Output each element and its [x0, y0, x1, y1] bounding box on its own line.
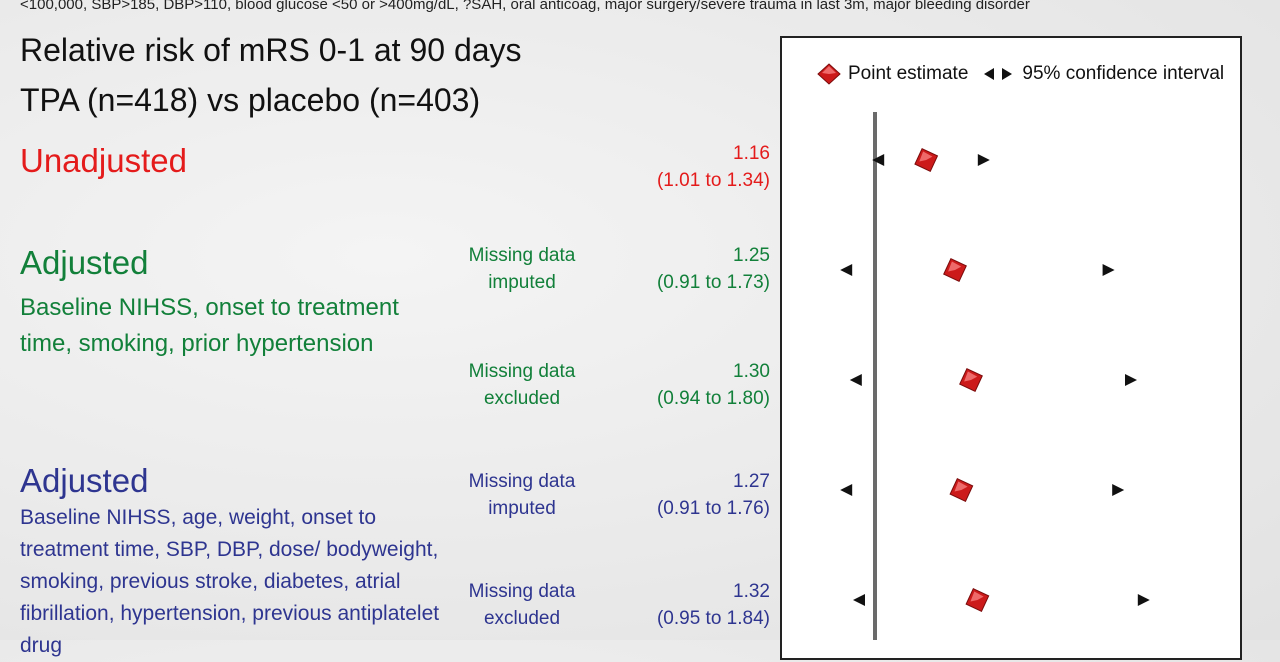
missing-data-line2: excluded	[483, 388, 561, 409]
estimate-label: 1.27 (0.91 to 1.76)	[550, 468, 770, 522]
adjusted-b-description: Baseline NIHSS, age, weight, onset to tr…	[20, 506, 440, 657]
point-estimate-marker	[965, 588, 990, 612]
ci-lower-marker	[849, 374, 862, 386]
missing-data-label: Missing data imputed	[442, 468, 602, 522]
ci-lower-marker	[853, 594, 865, 606]
missing-data-label: Missing data excluded	[442, 358, 602, 412]
confidence-interval-text: (0.95 to 1.84)	[656, 608, 770, 629]
ci-upper-marker	[1125, 374, 1137, 386]
point-estimate-marker	[914, 148, 939, 172]
estimate-label: 1.16 (1.01 to 1.34)	[550, 140, 770, 194]
estimate-label: 1.25 (0.91 to 1.73)	[550, 242, 770, 296]
forest-plot	[840, 112, 1150, 640]
point-estimate-marker	[959, 368, 983, 392]
estimate-label: 1.32 (0.95 to 1.84)	[550, 578, 770, 632]
missing-data-line1: Missing data	[468, 245, 576, 266]
estimate-value: 1.32	[733, 581, 770, 602]
inclusion-criteria-note: <100,000, SBP>185, DBP>110, blood glucos…	[20, 0, 1030, 13]
confidence-interval-text: (1.01 to 1.34)	[656, 170, 770, 191]
legend-point-label: Point estimate	[848, 63, 969, 84]
estimate-value: 1.27	[733, 471, 770, 492]
point-estimate-marker	[949, 478, 974, 502]
estimate-value: 1.30	[733, 361, 770, 382]
confidence-interval-text: (0.94 to 1.80)	[656, 388, 770, 409]
red-diamond-icon	[817, 63, 841, 85]
legend: Point estimate 95% confidence interval	[816, 62, 1224, 86]
unadjusted-heading: Unadjusted	[20, 142, 187, 179]
missing-data-line1: Missing data	[468, 581, 576, 602]
ci-lower-marker	[840, 264, 853, 276]
ci-upper-marker	[1102, 264, 1115, 276]
forest-plot-panel	[780, 36, 1242, 660]
estimate-value: 1.25	[733, 245, 770, 266]
ci-upper-marker	[1112, 484, 1125, 496]
ci-lower-marker	[872, 154, 885, 166]
point-estimate-marker	[943, 258, 967, 282]
missing-data-line2: imputed	[488, 272, 556, 293]
estimate-value: 1.16	[733, 143, 770, 164]
missing-data-label: Missing data excluded	[442, 578, 602, 632]
missing-data-line2: imputed	[488, 498, 556, 519]
ci-upper-marker	[977, 154, 990, 166]
adjusted-a-description: Baseline NIHSS, onset to treatment time,…	[20, 294, 399, 357]
ci-lower-marker	[840, 484, 853, 496]
missing-data-line2: excluded	[483, 608, 561, 629]
missing-data-line1: Missing data	[468, 471, 576, 492]
adjusted-b-heading: Adjusted	[20, 462, 149, 499]
missing-data-line1: Missing data	[468, 361, 576, 382]
legend-ci-label: 95% confidence interval	[1022, 63, 1225, 84]
ci-upper-marker	[1137, 594, 1150, 606]
chart-title: Relative risk of mRS 0-1 at 90 days	[20, 32, 522, 68]
estimate-label: 1.30 (0.94 to 1.80)	[550, 358, 770, 412]
confidence-interval-text: (0.91 to 1.76)	[656, 498, 770, 519]
triangle-arrows-icon	[984, 68, 1013, 80]
adjusted-a-heading: Adjusted	[20, 244, 149, 281]
confidence-interval-text: (0.91 to 1.73)	[656, 272, 770, 293]
chart-subtitle: TPA (n=418) vs placebo (n=403)	[20, 82, 481, 118]
missing-data-label: Missing data imputed	[442, 242, 602, 296]
